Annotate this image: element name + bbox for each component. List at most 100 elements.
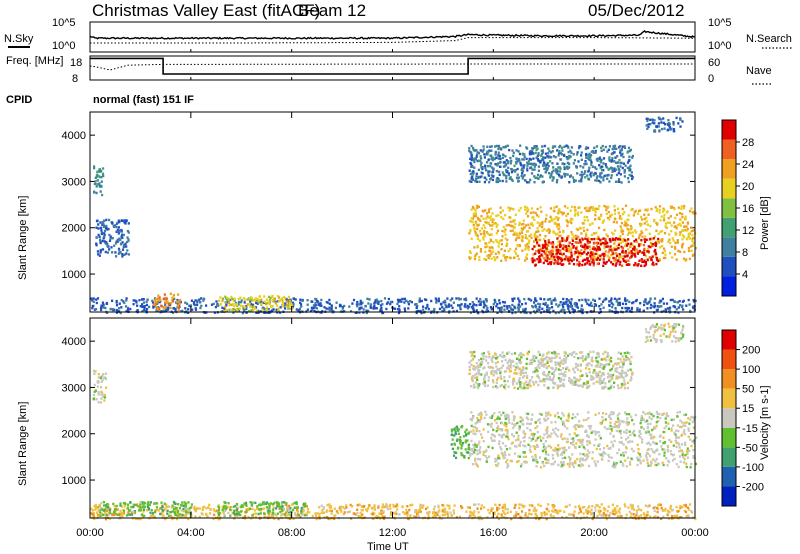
data-cell — [534, 176, 537, 180]
data-cell — [601, 144, 604, 148]
data-cell — [649, 298, 652, 301]
data-cell — [615, 262, 618, 265]
data-cell — [375, 515, 378, 519]
data-cell — [265, 309, 268, 312]
data-cell — [589, 427, 592, 430]
data-cell — [691, 511, 694, 514]
data-cell — [532, 306, 535, 309]
data-cell — [611, 251, 614, 254]
data-cell — [571, 463, 574, 466]
data-cell — [624, 306, 627, 310]
ytick-label: 4000 — [62, 130, 86, 142]
data-cell — [657, 420, 660, 423]
data-cell — [579, 240, 582, 244]
data-cell — [576, 263, 579, 266]
data-cell — [613, 297, 616, 300]
data-cell — [601, 455, 604, 458]
data-cell — [574, 212, 577, 216]
data-cell — [484, 250, 487, 254]
data-cell — [611, 231, 614, 235]
data-cell — [563, 166, 566, 169]
data-cell — [635, 240, 639, 244]
data-cell — [579, 510, 582, 513]
data-cell — [630, 227, 633, 231]
data-cell — [619, 254, 622, 257]
data-cell — [580, 176, 583, 179]
data-cell — [470, 220, 473, 223]
data-cell — [590, 161, 593, 164]
data-cell — [602, 507, 605, 510]
data-cell — [99, 241, 102, 245]
data-cell — [173, 297, 176, 301]
data-cell — [526, 164, 529, 167]
data-cell — [143, 308, 146, 312]
data-cell — [594, 252, 597, 256]
data-cell — [612, 220, 615, 224]
data-cell — [107, 511, 110, 515]
data-cell — [306, 303, 309, 306]
data-cell — [127, 511, 130, 514]
data-cell — [479, 155, 482, 158]
data-cell — [652, 414, 655, 418]
data-cell — [139, 517, 142, 521]
data-cell — [662, 515, 665, 518]
data-cell — [546, 167, 549, 170]
data-cell — [683, 229, 687, 232]
data-cell — [491, 307, 494, 310]
data-cell — [451, 297, 454, 300]
data-cell — [277, 517, 280, 521]
data-cell — [587, 241, 590, 245]
data-cell — [579, 145, 582, 148]
data-cell — [485, 231, 488, 234]
data-cell — [489, 145, 492, 148]
data-cell — [569, 258, 572, 262]
data-cell — [313, 310, 316, 313]
data-cell — [320, 298, 323, 302]
data-cell — [123, 221, 126, 224]
data-cell — [98, 254, 101, 257]
data-cell — [622, 451, 625, 454]
data-cell — [618, 158, 621, 162]
data-cell — [543, 238, 546, 241]
data-cell — [627, 177, 630, 180]
data-cell — [141, 309, 144, 313]
data-cell — [534, 304, 537, 307]
data-cell — [517, 303, 520, 307]
data-cell — [407, 300, 410, 304]
data-cell — [284, 511, 288, 514]
data-cell — [575, 153, 579, 156]
data-cell — [527, 248, 530, 251]
data-cell — [616, 303, 620, 307]
data-cell — [107, 509, 110, 512]
data-cell — [612, 411, 615, 414]
data-cell — [149, 511, 152, 515]
data-cell — [643, 251, 646, 254]
data-cell — [233, 509, 236, 512]
data-cell — [659, 246, 662, 249]
data-cell — [550, 151, 553, 154]
data-cell — [546, 257, 549, 260]
data-cell — [624, 244, 627, 248]
data-cell — [596, 504, 599, 507]
data-cell — [470, 144, 473, 148]
data-cell — [591, 222, 594, 225]
data-cell — [452, 509, 455, 512]
data-cell — [630, 171, 633, 174]
data-cell — [536, 443, 539, 447]
data-cell — [198, 507, 201, 510]
data-cell — [542, 164, 545, 167]
data-cell — [599, 254, 602, 258]
data-cell — [644, 208, 647, 212]
data-cell — [544, 301, 547, 305]
data-cell — [596, 252, 599, 256]
data-cell — [691, 415, 694, 419]
data-cell — [513, 514, 516, 518]
data-cell — [390, 512, 393, 515]
data-cell — [554, 299, 557, 302]
data-cell — [249, 305, 252, 308]
data-cell — [111, 221, 114, 224]
data-cell — [105, 226, 108, 230]
data-cell — [554, 145, 557, 148]
data-cell — [599, 241, 602, 244]
data-cell — [321, 310, 324, 313]
